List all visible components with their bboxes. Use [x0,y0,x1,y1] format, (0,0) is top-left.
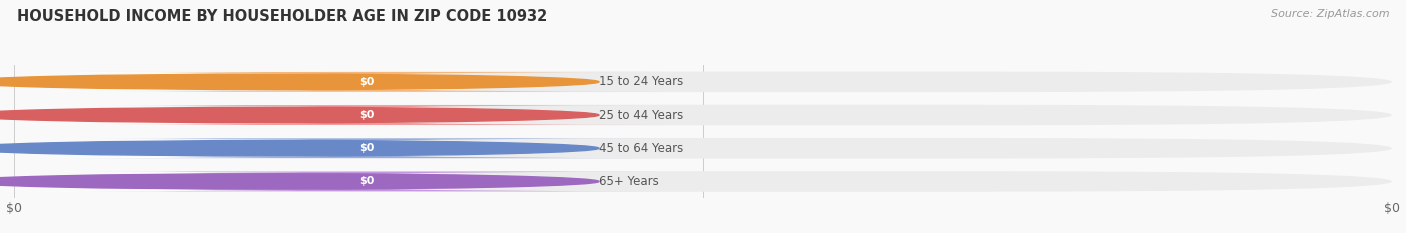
Circle shape [0,174,599,189]
Text: 15 to 24 Years: 15 to 24 Years [599,75,683,88]
Text: Source: ZipAtlas.com: Source: ZipAtlas.com [1271,9,1389,19]
Circle shape [0,140,599,156]
FancyBboxPatch shape [14,171,1392,192]
FancyBboxPatch shape [0,138,385,158]
Text: $0: $0 [359,176,374,186]
Circle shape [0,74,599,89]
Text: $0: $0 [359,110,374,120]
FancyBboxPatch shape [0,105,385,125]
FancyBboxPatch shape [0,72,385,92]
FancyBboxPatch shape [14,138,1392,158]
FancyBboxPatch shape [14,105,1392,125]
FancyBboxPatch shape [72,105,662,125]
Circle shape [0,107,599,123]
Text: $0: $0 [359,143,374,153]
Text: 65+ Years: 65+ Years [599,175,659,188]
Text: 45 to 64 Years: 45 to 64 Years [599,142,683,155]
FancyBboxPatch shape [72,171,662,191]
FancyBboxPatch shape [72,138,662,158]
FancyBboxPatch shape [72,72,662,92]
Text: HOUSEHOLD INCOME BY HOUSEHOLDER AGE IN ZIP CODE 10932: HOUSEHOLD INCOME BY HOUSEHOLDER AGE IN Z… [17,9,547,24]
Text: 25 to 44 Years: 25 to 44 Years [599,109,683,122]
Text: $0: $0 [359,77,374,87]
FancyBboxPatch shape [14,72,1392,92]
FancyBboxPatch shape [0,171,385,191]
